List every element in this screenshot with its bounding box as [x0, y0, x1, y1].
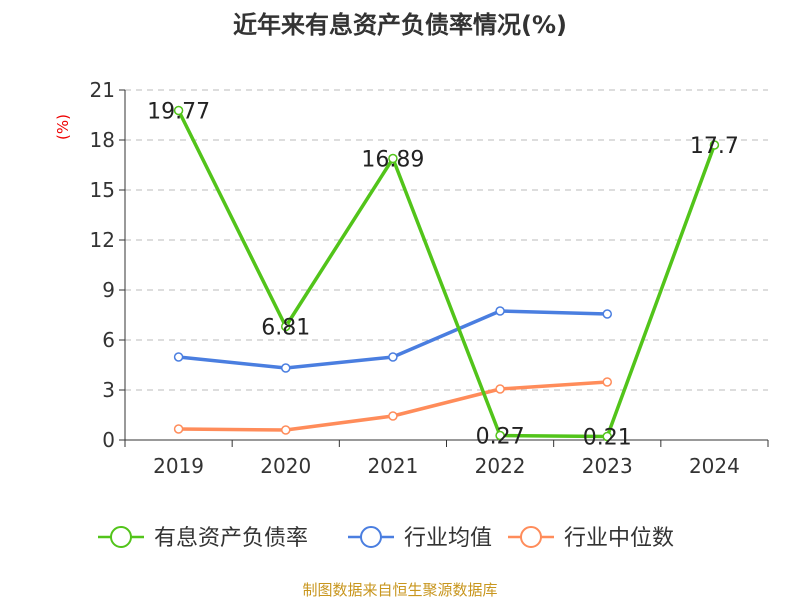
data-point	[173, 352, 184, 362]
data-point	[602, 431, 612, 442]
x-tick-label: 2024	[689, 454, 740, 478]
y-tick-label: 9	[102, 278, 115, 302]
source-note: 制图数据来自恒生聚源数据库	[302, 581, 497, 599]
y-tick-label: 3	[102, 378, 115, 402]
data-point	[495, 384, 505, 394]
data-point	[281, 425, 291, 435]
data-point	[173, 105, 184, 116]
data-label: 0.21	[583, 426, 632, 451]
data-point	[388, 352, 398, 362]
x-tick-label: 2020	[260, 454, 311, 478]
legend-label: 有息资产负债率	[154, 526, 308, 551]
data-point	[281, 363, 291, 373]
data-label: 19.77	[147, 100, 210, 125]
x-tick-label: 2023	[582, 454, 633, 478]
data-label: 16.89	[361, 148, 424, 173]
legend-marker-icon	[360, 526, 382, 548]
y-tick-label: 12	[90, 228, 115, 252]
data-point	[602, 377, 612, 387]
y-axis-label: (%)	[54, 114, 72, 140]
y-tick-label: 18	[90, 128, 115, 152]
legend-marker-icon	[110, 526, 132, 548]
legend-marker-icon	[520, 526, 542, 548]
x-tick-label: 2022	[475, 454, 526, 478]
y-tick-label: 0	[102, 428, 115, 452]
x-tick-label: 2019	[153, 454, 204, 478]
chart-title: 近年来有息资产负债率情况(%)	[233, 11, 567, 39]
data-point	[495, 430, 505, 441]
data-point	[173, 424, 184, 434]
y-tick-label: 15	[90, 178, 115, 202]
data-point	[602, 309, 612, 319]
data-point	[495, 306, 505, 316]
data-label: 17.7	[690, 134, 739, 159]
series-line	[177, 109, 717, 439]
data-label: 0.27	[476, 425, 525, 450]
legend-label: 行业中位数	[564, 526, 674, 551]
data-point	[281, 321, 291, 332]
legend-label: 行业均值	[404, 526, 492, 551]
y-tick-label: 6	[102, 328, 115, 352]
x-tick-label: 2021	[367, 454, 418, 478]
y-tick-label: 21	[90, 78, 115, 102]
data-point	[709, 140, 720, 150]
series-line	[178, 380, 608, 432]
data-point	[388, 153, 398, 164]
data-label: 6.81	[261, 316, 310, 341]
data-point	[388, 411, 398, 421]
